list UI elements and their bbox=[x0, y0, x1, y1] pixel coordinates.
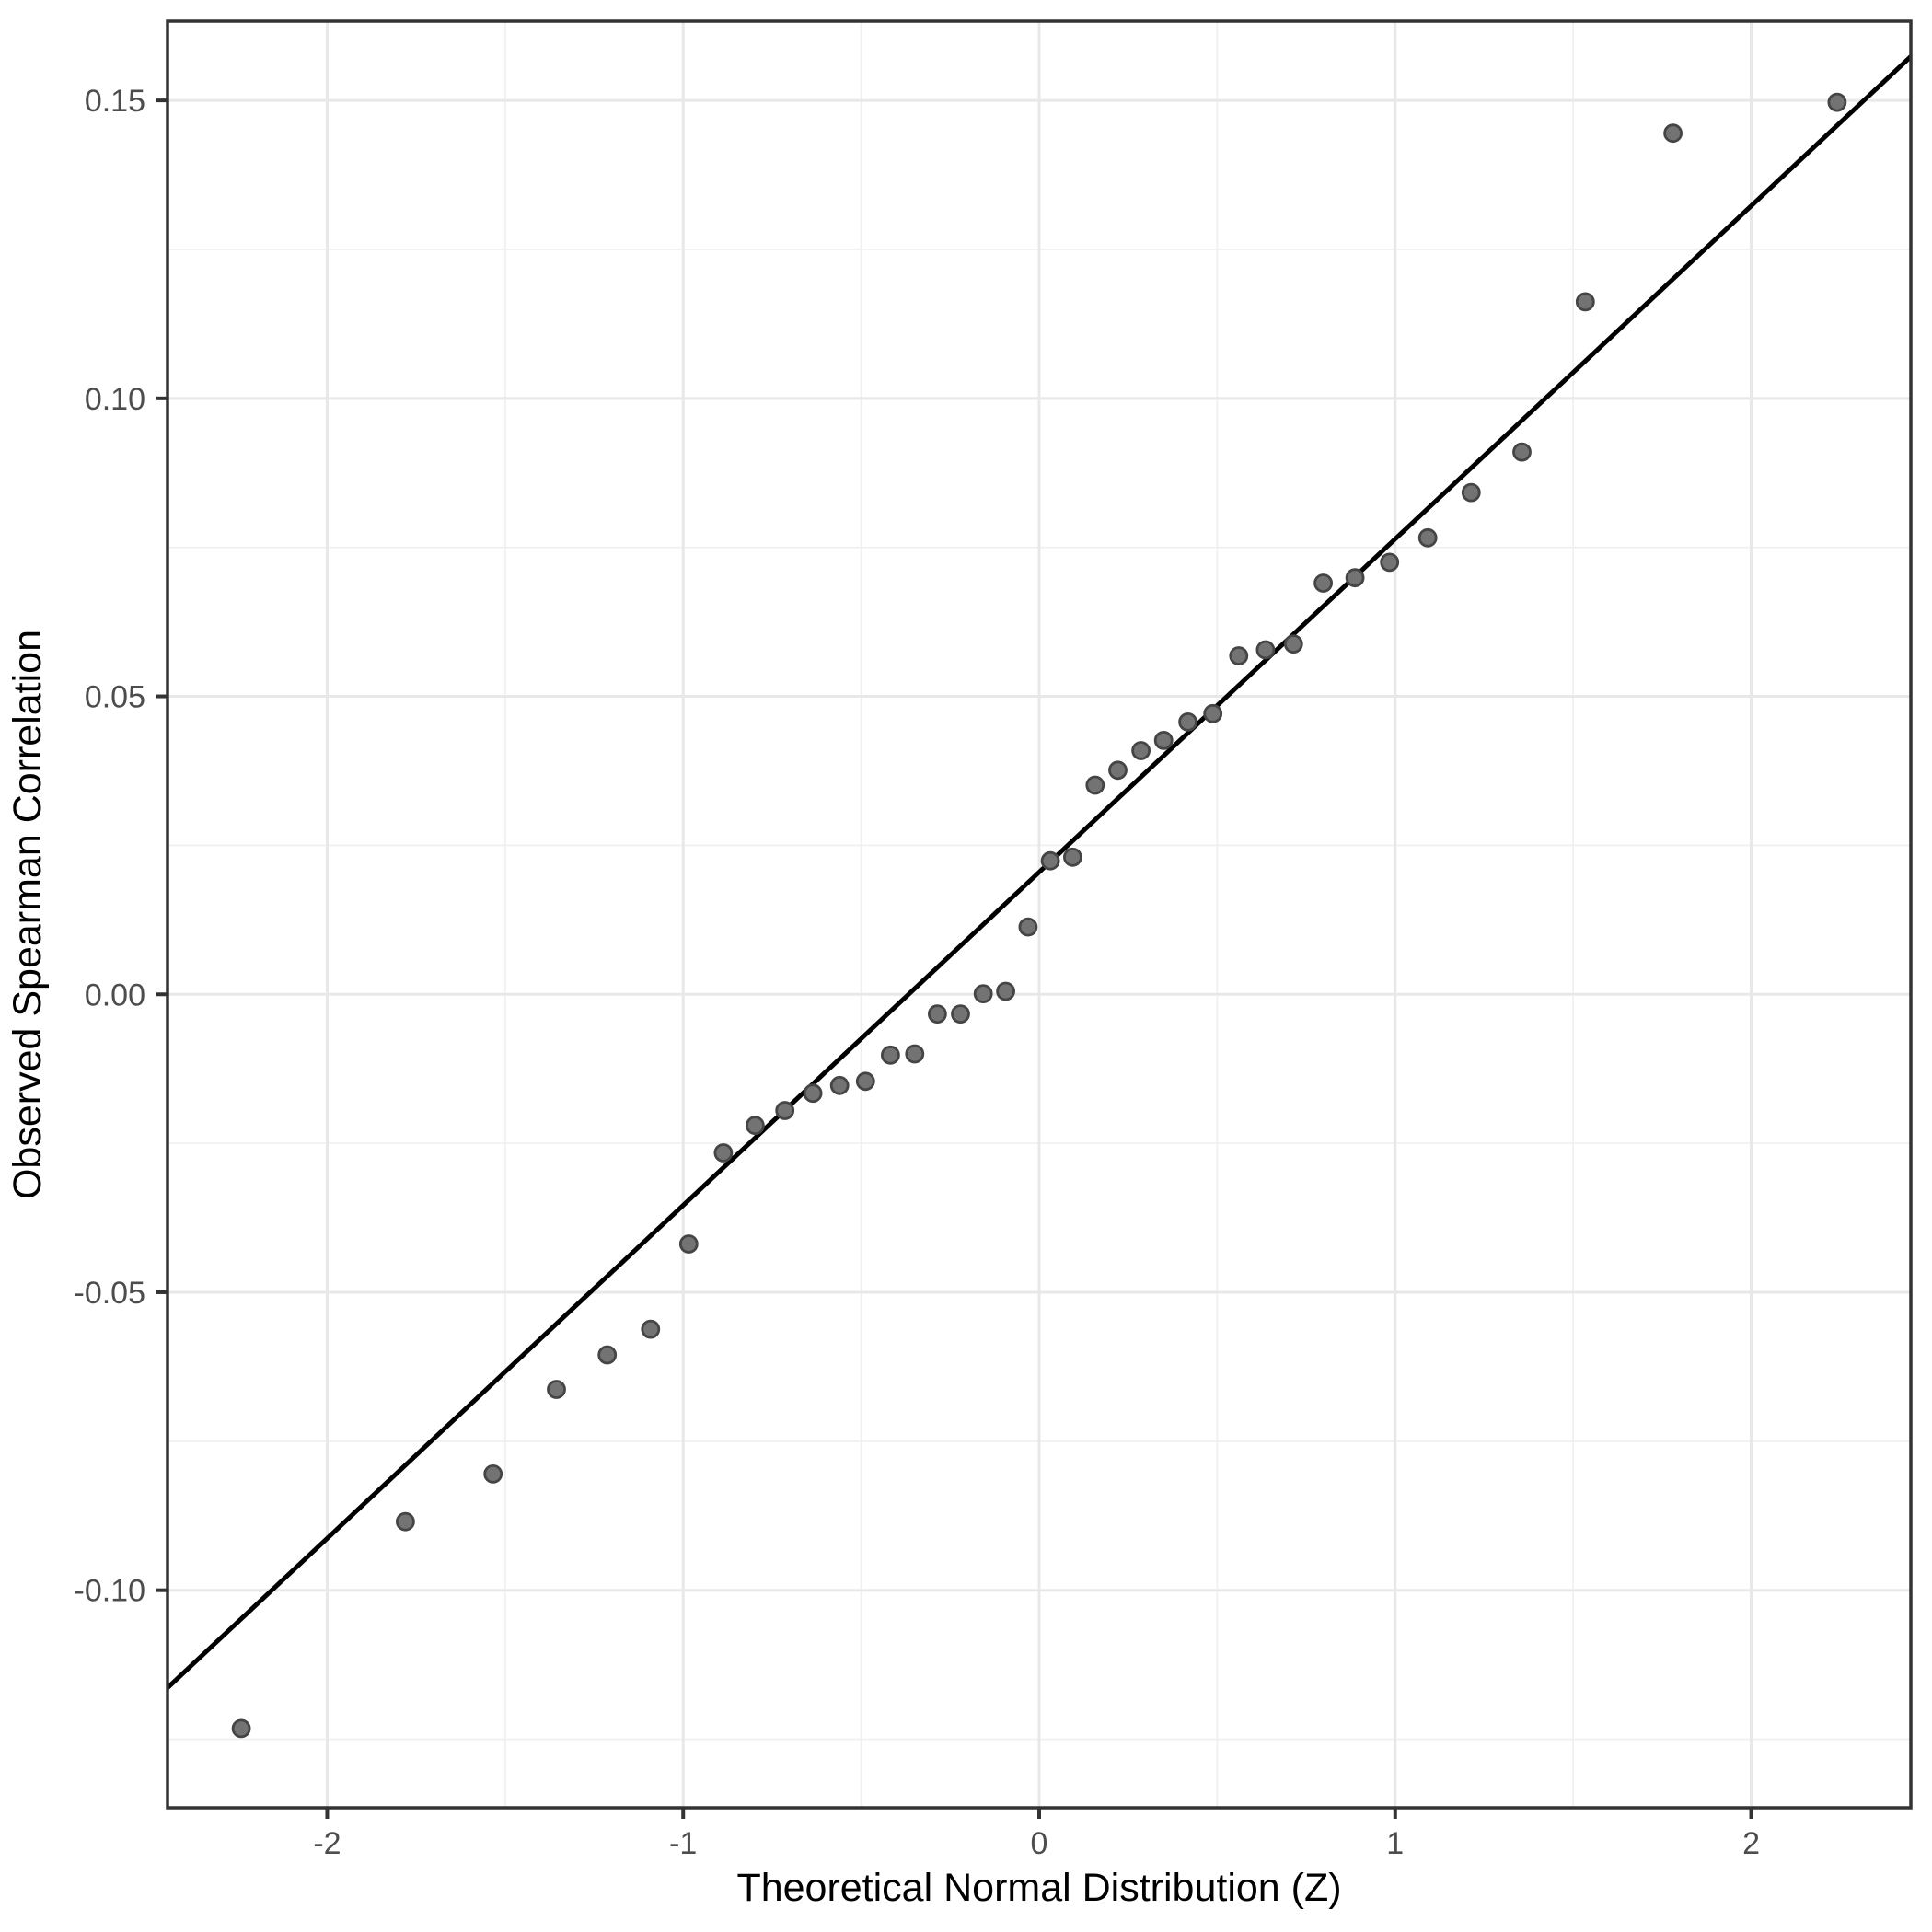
data-point bbox=[1417, 527, 1438, 548]
data-point bbox=[678, 1234, 699, 1254]
data-point bbox=[1229, 646, 1249, 665]
data-point bbox=[855, 1071, 875, 1092]
qq-reference-line bbox=[166, 54, 1913, 1690]
scatter-points bbox=[231, 92, 1847, 1739]
y-tick-label: 0.15 bbox=[85, 84, 145, 119]
data-point bbox=[1108, 760, 1128, 781]
y-axis-ticks bbox=[156, 98, 168, 1592]
data-point bbox=[1663, 123, 1683, 144]
data-point bbox=[1461, 482, 1481, 503]
data-point bbox=[1255, 640, 1276, 660]
data-point bbox=[1131, 741, 1151, 760]
x-tick-label: 2 bbox=[1742, 1826, 1760, 1861]
x-tick-label: 1 bbox=[1386, 1826, 1404, 1861]
data-point bbox=[928, 1004, 947, 1024]
x-tick-label: 0 bbox=[1031, 1826, 1048, 1861]
x-tick-label: -1 bbox=[669, 1826, 697, 1861]
data-point bbox=[881, 1045, 900, 1065]
x-axis-tick-labels: -2 -1 0 1 2 bbox=[313, 1826, 1760, 1861]
y-tick-label: -0.10 bbox=[75, 1574, 146, 1609]
x-axis-ticks bbox=[325, 1808, 1753, 1819]
data-point bbox=[746, 1116, 765, 1136]
major-gridlines bbox=[168, 21, 1911, 1808]
data-point bbox=[905, 1044, 925, 1064]
data-point bbox=[1178, 712, 1197, 732]
data-point bbox=[231, 1718, 251, 1739]
data-point bbox=[1283, 634, 1303, 654]
data-point bbox=[973, 984, 993, 1003]
x-tick-label: -2 bbox=[313, 1826, 341, 1861]
data-point bbox=[1203, 703, 1223, 723]
y-axis-title: Observed Spearman Correlation bbox=[6, 630, 50, 1199]
y-axis-tick-labels: -0.10 -0.05 0.00 0.05 0.10 0.15 bbox=[75, 84, 146, 1609]
data-point bbox=[641, 1319, 661, 1339]
data-point bbox=[1575, 292, 1595, 312]
data-point bbox=[713, 1143, 734, 1163]
data-point bbox=[1380, 552, 1400, 573]
y-tick-label: 0.05 bbox=[85, 680, 145, 715]
y-tick-label: -0.05 bbox=[75, 1276, 146, 1311]
data-point bbox=[395, 1511, 415, 1532]
data-point bbox=[1018, 917, 1038, 937]
data-point bbox=[1827, 92, 1847, 112]
data-point bbox=[1085, 775, 1105, 795]
data-point bbox=[1345, 568, 1365, 588]
data-point bbox=[1063, 847, 1082, 867]
data-point bbox=[1313, 573, 1333, 593]
data-point bbox=[1153, 731, 1174, 750]
data-point bbox=[803, 1083, 823, 1104]
x-axis-title: Theoretical Normal Distribution (Z) bbox=[736, 1866, 1341, 1910]
data-point bbox=[597, 1345, 618, 1365]
data-point bbox=[775, 1101, 795, 1120]
data-point bbox=[1040, 850, 1060, 871]
data-point bbox=[951, 1004, 970, 1024]
data-point bbox=[547, 1380, 566, 1399]
data-point bbox=[829, 1075, 850, 1095]
y-tick-label: 0.10 bbox=[85, 382, 145, 417]
data-point bbox=[996, 981, 1015, 1001]
data-point bbox=[483, 1464, 503, 1484]
y-tick-label: 0.00 bbox=[85, 978, 145, 1012]
data-point bbox=[1512, 442, 1532, 462]
